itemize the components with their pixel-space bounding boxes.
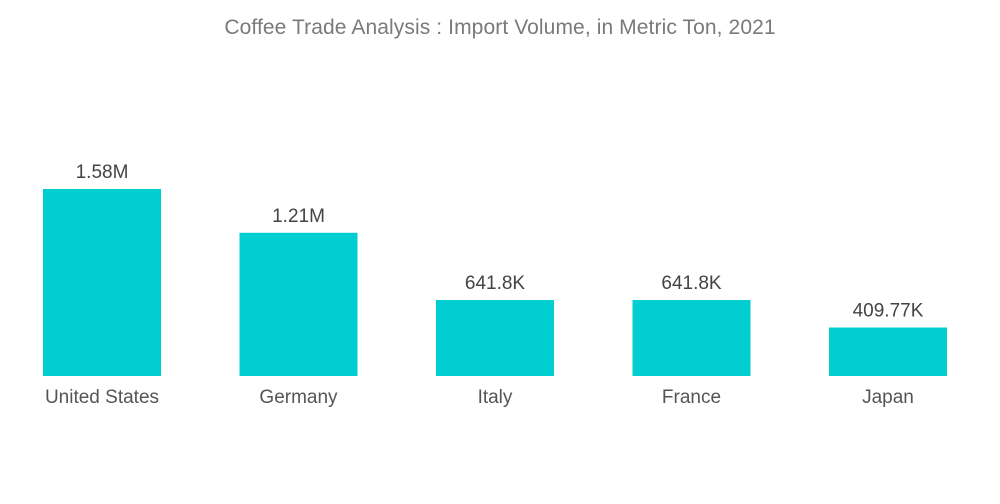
- bars-group: [43, 189, 947, 376]
- category-label-germany: Germany: [259, 387, 338, 408]
- value-label-italy: 641.8K: [465, 273, 526, 294]
- value-labels-group: 1.58M 1.21M 641.8K 641.8K 409.77K: [76, 162, 924, 322]
- category-label-japan: Japan: [862, 387, 914, 408]
- bar-germany: [239, 232, 358, 376]
- value-label-united-states: 1.58M: [76, 162, 129, 183]
- chart-title: Coffee Trade Analysis : Import Volume, i…: [224, 16, 776, 39]
- category-label-united-states: United States: [45, 387, 159, 408]
- value-label-france: 641.8K: [661, 273, 722, 294]
- bar-japan: [829, 327, 947, 376]
- category-label-italy: Italy: [478, 387, 513, 408]
- value-label-germany: 1.21M: [272, 206, 325, 227]
- bar-france: [632, 300, 751, 376]
- bar-italy: [436, 300, 554, 376]
- bar-united-states: [43, 189, 161, 376]
- category-label-france: France: [662, 387, 721, 408]
- value-label-japan: 409.77K: [853, 301, 924, 322]
- category-labels-group: United States Germany Italy France Japan: [45, 387, 914, 408]
